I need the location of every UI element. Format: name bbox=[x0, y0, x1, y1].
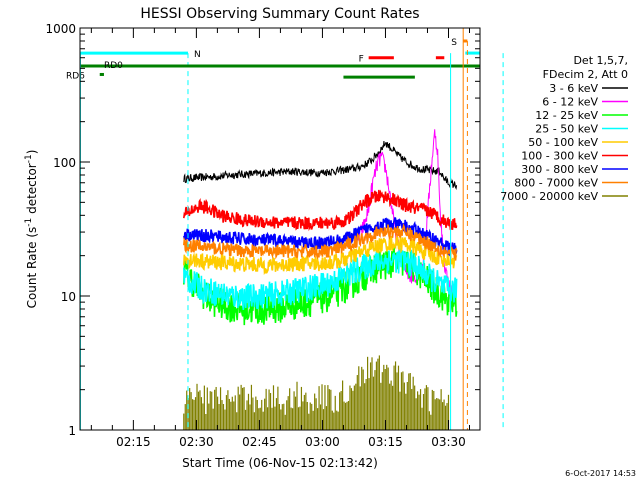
flag-label-7: S bbox=[451, 38, 457, 48]
legend-label-2: 12 - 25 keV bbox=[535, 109, 598, 122]
series-line-6 bbox=[183, 216, 458, 257]
legend-label-1: 6 - 12 keV bbox=[542, 96, 598, 109]
chart-title: HESSI Observing Summary Count Rates bbox=[140, 6, 419, 22]
axes: 1 10 100 1000 02:15 02:30 02:45 03:00 03:15 03:30 bbox=[45, 22, 480, 449]
plot-area: N RD0 RD6 F S bbox=[66, 28, 504, 430]
legend-label-0: 3 - 6 keV bbox=[549, 82, 598, 95]
x-tick-label: 02:30 bbox=[179, 435, 214, 449]
x-tick-label: 03:15 bbox=[368, 435, 403, 449]
flag-label-0: N bbox=[194, 50, 201, 60]
y-tick-label: 10 bbox=[61, 290, 76, 304]
legend-label-4: 50 - 100 keV bbox=[528, 136, 598, 149]
series-line-0 bbox=[183, 141, 458, 191]
y-tick-label: 1 bbox=[68, 424, 76, 438]
y-tick-label: 100 bbox=[53, 156, 76, 170]
x-axis-label: Start Time (06-Nov-15 02:13:42) bbox=[182, 456, 378, 470]
x-tick-label: 03:00 bbox=[305, 435, 340, 449]
flag-label-2: RD0 bbox=[104, 61, 123, 71]
series-line-5 bbox=[183, 189, 458, 232]
flag-label-5: F bbox=[359, 55, 364, 65]
x-tick-label: 03:30 bbox=[431, 435, 466, 449]
legend-label-3: 25 - 50 keV bbox=[535, 123, 598, 136]
timestamp: 6-Oct-2017 14:53 bbox=[565, 469, 636, 478]
legend-label-7: 800 - 7000 keV bbox=[514, 177, 598, 190]
y-axis-label: Count Rate (s-1 detector-1) bbox=[24, 150, 39, 309]
x-tick-label: 02:15 bbox=[116, 435, 151, 449]
legend-label-6: 300 - 800 keV bbox=[521, 163, 598, 176]
legend-label-5: 100 - 300 keV bbox=[521, 150, 598, 163]
x-tick-label: 02:45 bbox=[242, 435, 277, 449]
series-line-3 bbox=[183, 247, 458, 311]
legend-label-8: 7000 - 20000 keV bbox=[500, 190, 598, 203]
legend-header-line-1: Det 1,5,7, bbox=[573, 54, 628, 67]
flag-label-3: RD6 bbox=[66, 71, 85, 81]
legend-header-line-2: FDecim 2, Att 0 bbox=[543, 68, 628, 81]
series-line-7 bbox=[183, 223, 458, 261]
y-tick-label: 1000 bbox=[45, 22, 76, 36]
